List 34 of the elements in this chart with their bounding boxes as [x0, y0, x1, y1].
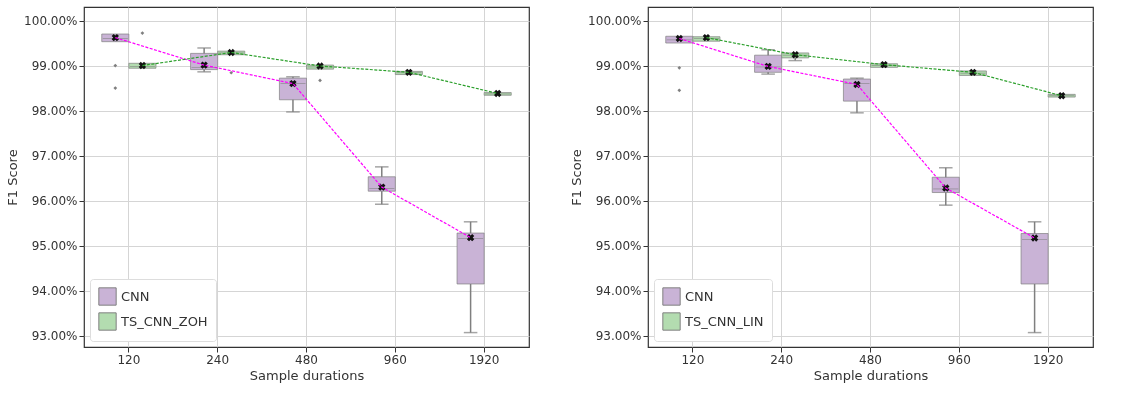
x-tick-label: 240	[206, 352, 230, 367]
legend-label: TS_CNN_ZOH	[120, 313, 208, 329]
x-tick-label: 120	[117, 352, 141, 367]
y-tick-label: 93.00%	[595, 329, 642, 344]
y-tick-label: 95.00%	[31, 239, 78, 254]
y-tick-label: 94.00%	[595, 284, 642, 299]
x-axis-title: Sample durations	[813, 367, 929, 383]
y-tick-label: 98.00%	[595, 104, 642, 119]
y-axis-title: F1 Score	[569, 149, 585, 206]
x-tick-label: 960	[383, 352, 407, 367]
x-tick-label: 1920	[468, 352, 500, 367]
x-tick-label: 240	[770, 352, 794, 367]
y-tick-label: 97.00%	[31, 149, 78, 164]
x-tick-label: 480	[295, 352, 318, 367]
y-axis-title: F1 Score	[5, 149, 21, 206]
x-axis-title: Sample durations	[249, 367, 365, 383]
legend-label: CNN	[121, 288, 150, 304]
y-tick-label: 95.00%	[595, 239, 642, 254]
y-tick-label: 100.00%	[588, 14, 642, 29]
y-tick-label: 99.00%	[31, 59, 78, 74]
y-tick-label: 93.00%	[31, 329, 78, 344]
x-tick-label: 480	[859, 352, 882, 367]
legend-label: TS_CNN_LIN	[684, 313, 764, 329]
y-tick-label: 96.00%	[595, 194, 642, 209]
y-tick-label: 94.00%	[31, 284, 78, 299]
y-tick-label: 99.00%	[595, 59, 642, 74]
x-tick-label: 120	[681, 352, 705, 367]
y-tick-label: 98.00%	[31, 104, 78, 119]
y-tick-label: 97.00%	[595, 149, 642, 164]
legend-label: CNN	[685, 288, 714, 304]
y-tick-label: 100.00%	[24, 14, 78, 29]
y-tick-label: 96.00%	[31, 194, 78, 209]
x-tick-label: 960	[947, 352, 971, 367]
x-tick-label: 1920	[1032, 352, 1064, 367]
